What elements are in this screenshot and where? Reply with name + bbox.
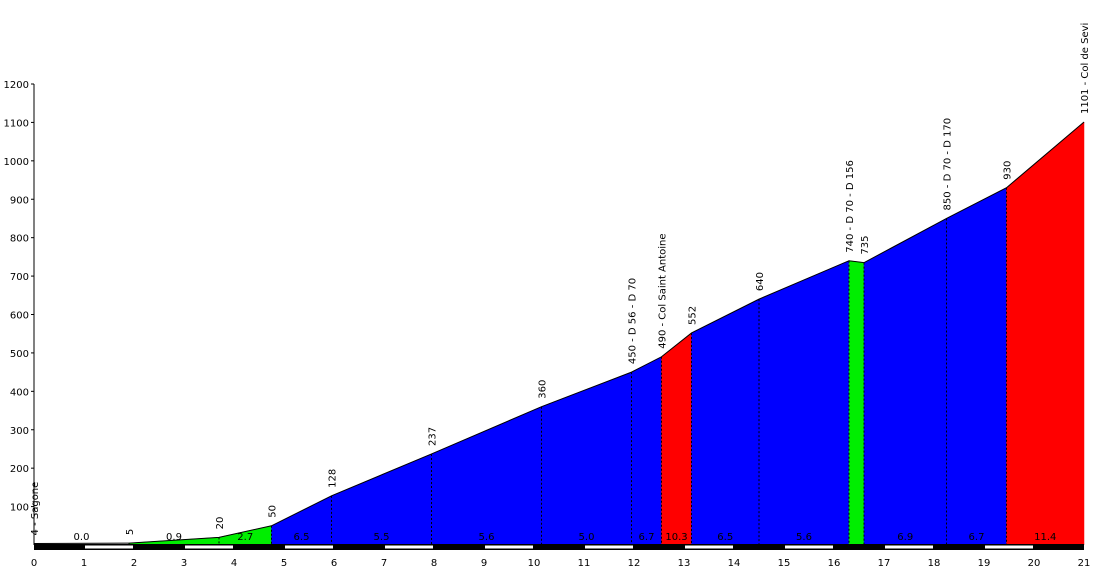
x-tick-label: 20 [1028,558,1041,569]
x-tick-label: 18 [928,558,941,569]
y-tick-label: 700 [10,272,29,283]
gradient-segment [758,260,850,546]
gradient-percent-label: 0.0 [74,532,90,543]
x-tick-label: 4 [231,558,237,569]
gradient-percent-label: 5.5 [374,532,390,543]
x-tick-label: 12 [628,558,641,569]
gradient-segment [848,260,865,546]
y-tick-label: 600 [10,311,29,322]
y-tick-label: 1200 [4,80,29,91]
y-tick-label: 300 [10,426,29,437]
waypoint-label: 5 [125,529,136,535]
scale-bar-block [885,545,933,549]
profile-outline [33,121,1085,544]
x-tick-label: 16 [828,558,841,569]
gradient-segment [863,218,947,546]
gradient-percent-label: 10.3 [665,532,687,543]
gradient-segments [33,121,1085,546]
x-tick-label: 21 [1078,558,1091,569]
gradient-segment [631,356,662,546]
waypoint-label: 740 - D 70 - D 156 [845,160,856,253]
x-tick-label: 7 [381,558,387,569]
y-tick-label: 1100 [4,118,29,129]
waypoint-label: 4 - Sagone [30,482,41,536]
waypoint-label: 237 [428,427,439,446]
y-tick-label: 400 [10,387,29,398]
gradient-segment [431,406,542,546]
waypoint-label: 850 - D 70 - D 170 [943,118,954,211]
x-tick-label: 3 [181,558,187,569]
profile-line [33,121,1085,544]
scale-bar-block [485,545,533,549]
waypoint-lines [128,187,1007,545]
waypoint-label: 360 [538,380,549,399]
waypoint-labels: 4 - Sagone 5 20 50 128 237 360 450 - D 56 - D 7… [30,23,1091,536]
x-tick-label: 6 [331,558,337,569]
x-tick-label: 2 [131,558,137,569]
y-tick-label: 1000 [4,157,29,168]
waypoint-label: 128 [328,469,339,488]
scale-bar-block [785,545,833,549]
gradient-percent-labels: 0.0 0.9 2.7 6.5 5.5 5.6 5.0 6.7 10.3 6.5 5.6 6.9 6.7… [74,532,1057,543]
gradient-percent-label: 6.7 [969,532,985,543]
gradient-percent-label: 6.7 [639,532,655,543]
scale-bar-block [385,545,433,549]
x-tick-label: 1 [81,558,87,569]
gradient-segment [946,187,1007,546]
y-tick-label: 900 [10,195,29,206]
waypoint-label: 20 [215,517,226,530]
waypoint-label: 930 [1003,161,1014,180]
x-tick-label: 9 [481,558,487,569]
scale-bar-block [985,545,1033,549]
scale-bar-block [585,545,633,549]
x-axis-ticks: 0 1 2 3 4 5 6 7 8 9 10 11 12 13 14 15 16 17 18 19 20 21 [31,558,1091,569]
gradient-percent-label: 5.6 [796,532,812,543]
scale-bar-block [285,545,333,549]
y-axis: 100 200 300 400 500 600 700 800 900 1000 1100 1200 [4,80,35,545]
x-tick-label: 10 [528,558,541,569]
waypoint-label: 640 [755,272,766,291]
scale-bar-base [34,544,1084,550]
gradient-percent-label: 6.9 [897,532,913,543]
x-tick-label: 15 [778,558,791,569]
x-tick-label: 8 [431,558,437,569]
y-tick-label: 500 [10,349,29,360]
waypoint-label: 50 [268,505,279,518]
gradient-percent-label: 5.0 [579,532,595,543]
waypoint-label: 450 - D 56 - D 70 [628,278,639,364]
gradient-segment [1006,121,1085,546]
scale-bar-block [185,545,233,549]
gradient-percent-label: 2.7 [237,532,253,543]
x-tick-label: 14 [728,558,741,569]
x-tick-label: 0 [31,558,37,569]
scale-bar-block [685,545,733,549]
gradient-percent-label: 11.4 [1034,532,1056,543]
gradient-percent-label: 6.5 [294,532,310,543]
gradient-segment [691,298,760,546]
x-tick-label: 11 [578,558,591,569]
y-tick-label: 100 [10,503,29,514]
gradient-percent-label: 0.9 [166,532,182,543]
x-tick-label: 17 [878,558,891,569]
x-tick-label: 13 [678,558,691,569]
distance-scale-bar [34,544,1084,550]
waypoint-label: 552 [688,306,699,325]
waypoint-label: 735 [860,236,871,255]
x-tick-label: 5 [281,558,287,569]
scale-bar-block [85,545,133,549]
gradient-percent-label: 6.5 [717,532,733,543]
gradient-segment [541,371,632,546]
gradient-segment [661,332,692,546]
waypoint-label: 1101 - Col de Sevi [1080,23,1091,114]
gradient-percent-label: 5.6 [479,532,495,543]
x-tick-label: 19 [978,558,991,569]
waypoint-label: 490 - Col Saint Antoine [658,233,669,348]
y-tick-label: 200 [10,464,29,475]
y-tick-label: 800 [10,234,29,245]
